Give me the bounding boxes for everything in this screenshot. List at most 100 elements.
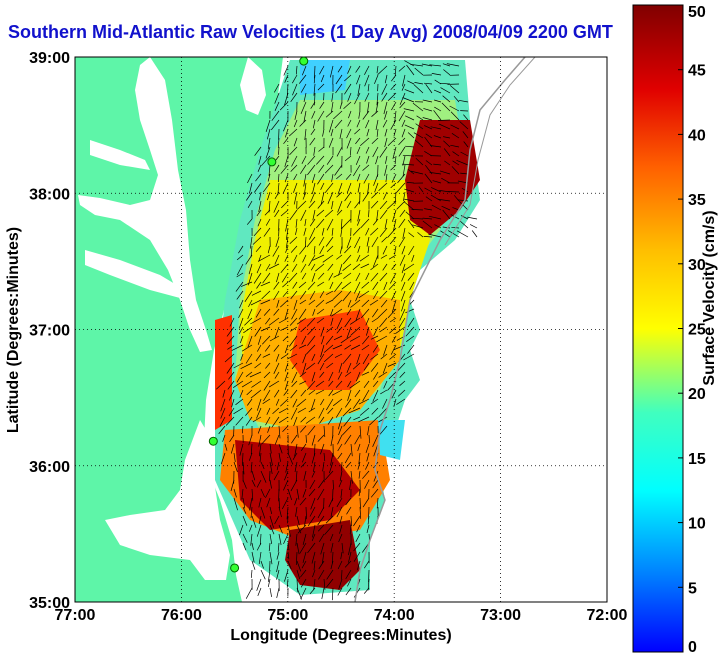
vector-arrow: [355, 65, 361, 73]
vector-arrow: [261, 290, 271, 300]
vector-arrow: [265, 488, 271, 499]
vector-arrow: [334, 353, 343, 358]
vector-arrow: [359, 254, 370, 262]
vector-arrow: [456, 230, 469, 238]
vector-arrow: [311, 353, 316, 361]
vector-arrow: [269, 506, 273, 514]
vector-arrow: [366, 236, 370, 247]
vector-arrow: [250, 443, 253, 455]
vector-arrow: [269, 515, 274, 528]
vector-arrow: [401, 163, 415, 166]
vector-arrow: [453, 95, 460, 103]
vector-arrow: [310, 263, 316, 271]
vector-arrow: [292, 83, 298, 96]
vector-arrow: [359, 137, 370, 147]
vector-arrow: [273, 344, 280, 352]
vector-arrow: [376, 65, 379, 74]
vector-arrow: [261, 155, 271, 166]
vector-arrow: [247, 398, 253, 406]
vector-arrow: [273, 83, 280, 93]
vector-arrow: [402, 154, 415, 157]
vector-arrow: [328, 389, 334, 397]
vector-arrow: [440, 82, 451, 85]
vector-arrow: [289, 344, 298, 352]
vector-arrow: [274, 254, 280, 265]
vector-arrow: [308, 200, 316, 209]
vector-arrow: [405, 115, 415, 121]
vector-arrow: [411, 254, 415, 262]
vector-arrow: [340, 551, 343, 560]
vector-arrow: [301, 155, 307, 164]
vector-arrow: [326, 362, 334, 369]
vector-arrow: [374, 182, 379, 193]
vector-arrow: [380, 353, 388, 360]
vector-arrow: [358, 110, 361, 119]
vector-arrow: [381, 236, 388, 243]
vector-arrow: [292, 452, 298, 460]
vector-arrow: [392, 146, 397, 159]
vector-arrow: [380, 389, 388, 395]
vector-arrow: [256, 344, 262, 352]
vector-arrow: [242, 515, 248, 526]
vector-arrow: [265, 218, 271, 226]
vector-arrow: [331, 308, 343, 317]
vector-arrow: [307, 155, 316, 165]
vector-arrow: [238, 308, 244, 319]
vector-arrow: [296, 524, 302, 534]
river-inlet: [90, 140, 150, 170]
vector-arrow: [433, 89, 442, 94]
vector-arrow: [379, 317, 388, 328]
vector-arrow: [414, 139, 424, 148]
vector-arrow: [345, 569, 352, 580]
vector-arrow: [313, 578, 316, 591]
vector-arrow: [398, 218, 406, 229]
vector-arrow: [370, 272, 379, 282]
vector-arrow: [227, 380, 235, 390]
vector-arrow: [323, 353, 334, 363]
vector-arrow: [314, 65, 316, 79]
vector-arrow: [260, 560, 264, 569]
vector-arrow: [357, 182, 361, 193]
vector-arrow: [346, 128, 352, 139]
vector-arrow: [291, 380, 298, 387]
vector-arrow: [364, 92, 370, 102]
vector-arrow: [353, 281, 361, 294]
vector-arrow: [367, 182, 370, 193]
vector-arrow: [294, 497, 298, 506]
vector-arrow: [250, 533, 253, 546]
vector-arrow: [312, 254, 325, 261]
vector-arrow: [391, 290, 397, 301]
vector-arrow: [334, 119, 343, 129]
vector-arrow: [278, 146, 280, 155]
vector-arrow: [245, 587, 253, 599]
vector-arrow: [226, 362, 235, 374]
vector-arrow: [361, 299, 370, 308]
vector-arrow: [327, 416, 334, 425]
vector-arrow: [283, 119, 289, 132]
vector-arrow: [321, 587, 325, 600]
vector-arrow: [381, 83, 388, 95]
vector-arrow: [354, 434, 361, 445]
vector-arrow: [421, 63, 433, 67]
vector-arrow: [384, 164, 388, 176]
vector-arrow: [407, 219, 415, 229]
vector-arrow: [433, 135, 442, 139]
vector-arrow: [412, 224, 424, 229]
vector-arrow: [274, 101, 280, 111]
vector-arrow: [282, 335, 289, 342]
vector-arrow: [245, 371, 253, 377]
radar-station-marker: [267, 157, 277, 167]
vector-arrow: [308, 254, 316, 267]
vector-arrow: [389, 272, 397, 284]
vector-arrow: [233, 488, 237, 498]
vector-arrow: [326, 398, 334, 411]
vector-arrow: [328, 137, 334, 148]
vector-arrow: [425, 196, 433, 202]
vector-arrow: [266, 497, 271, 508]
vector-arrow: [441, 205, 451, 211]
vector-arrow: [266, 128, 271, 140]
vector-arrow: [258, 443, 262, 457]
vector-arrow: [274, 389, 280, 398]
vector-arrow: [254, 326, 262, 337]
vector-arrow: [399, 254, 406, 266]
